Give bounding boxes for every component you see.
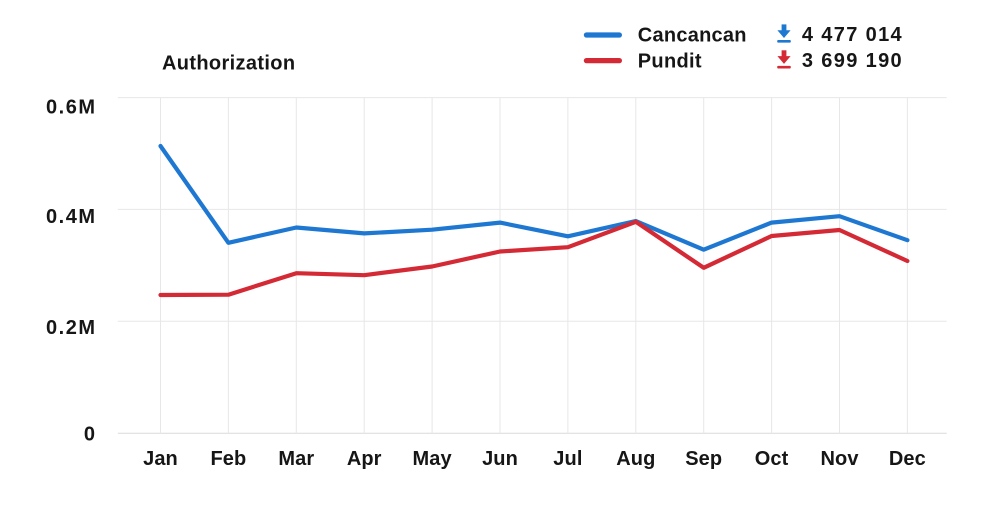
svg-text:Authorization: Authorization xyxy=(162,52,295,74)
svg-text:4 477 014: 4 477 014 xyxy=(802,24,903,46)
svg-text:Feb: Feb xyxy=(210,448,246,470)
svg-text:Nov: Nov xyxy=(820,448,859,470)
svg-text:Jun: Jun xyxy=(482,448,518,470)
svg-text:0.2M: 0.2M xyxy=(46,317,96,339)
svg-text:Jan: Jan xyxy=(143,448,178,470)
svg-text:Mar: Mar xyxy=(278,448,314,470)
svg-text:Aug: Aug xyxy=(616,448,655,470)
svg-text:Sep: Sep xyxy=(685,448,722,470)
svg-text:Apr: Apr xyxy=(347,448,382,470)
svg-text:May: May xyxy=(412,448,452,470)
svg-text:0.6M: 0.6M xyxy=(46,96,96,118)
svg-text:0: 0 xyxy=(84,423,97,445)
svg-text:Cancancan: Cancancan xyxy=(638,25,747,47)
svg-text:Dec: Dec xyxy=(889,448,926,470)
svg-text:3 699 190: 3 699 190 xyxy=(802,50,903,72)
svg-text:Jul: Jul xyxy=(553,448,582,470)
svg-text:0.4M: 0.4M xyxy=(46,206,96,228)
svg-text:Pundit: Pundit xyxy=(638,51,702,73)
svg-text:Oct: Oct xyxy=(755,448,789,470)
